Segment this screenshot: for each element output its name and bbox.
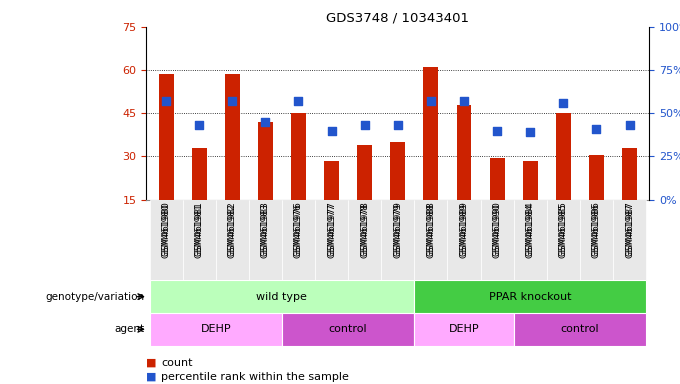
Title: GDS3748 / 10343401: GDS3748 / 10343401 [326,11,469,24]
Text: GSM461989: GSM461989 [460,203,469,258]
Point [591,126,602,132]
Text: GSM461976: GSM461976 [294,203,303,258]
Text: GSM461990: GSM461990 [492,203,502,258]
Bar [523,161,538,200]
Text: GSM461976: GSM461976 [294,201,303,256]
Text: GSM461983: GSM461983 [261,201,270,256]
Bar [390,142,405,200]
Point [426,98,437,104]
Text: GSM461983: GSM461983 [261,203,270,258]
Text: GSM461986: GSM461986 [592,201,601,256]
Bar [622,148,637,200]
Text: GSM461989: GSM461989 [460,201,469,256]
Point [293,98,304,104]
Bar [490,158,505,200]
Text: GSM461987: GSM461987 [625,201,634,256]
Text: GSM461979: GSM461979 [393,203,403,258]
FancyBboxPatch shape [613,200,646,280]
Point [392,122,403,128]
Text: count: count [161,358,192,368]
Bar [158,74,173,200]
Point [624,122,635,128]
Text: GSM461986: GSM461986 [592,203,601,258]
Bar [357,145,372,200]
Text: control: control [560,324,599,334]
FancyBboxPatch shape [481,200,513,280]
Text: control: control [329,324,367,334]
Point [260,119,271,125]
Bar [424,67,439,200]
Text: GSM461979: GSM461979 [393,201,403,256]
Point [359,122,370,128]
Bar [258,122,273,200]
FancyBboxPatch shape [216,200,249,280]
FancyBboxPatch shape [348,200,381,280]
FancyBboxPatch shape [150,280,414,313]
Text: GSM461990: GSM461990 [492,201,502,256]
Text: GSM461988: GSM461988 [426,201,435,256]
Point [227,98,238,104]
Text: GSM461985: GSM461985 [559,203,568,258]
FancyBboxPatch shape [315,200,348,280]
Text: GSM461985: GSM461985 [559,201,568,256]
Text: GSM461977: GSM461977 [327,203,336,258]
Point [194,122,205,128]
Text: GSM461982: GSM461982 [228,203,237,258]
Text: GSM461980: GSM461980 [162,201,171,256]
FancyBboxPatch shape [183,200,216,280]
Text: wild type: wild type [256,291,307,302]
Point [492,127,503,134]
Text: GSM461982: GSM461982 [228,201,237,256]
FancyBboxPatch shape [150,200,183,280]
Text: agent: agent [114,324,145,334]
Text: percentile rank within the sample: percentile rank within the sample [161,372,349,382]
Text: ■: ■ [146,358,160,368]
FancyBboxPatch shape [282,200,315,280]
FancyBboxPatch shape [414,200,447,280]
Text: GSM461988: GSM461988 [426,203,435,258]
Point [326,127,337,134]
FancyBboxPatch shape [414,313,513,346]
FancyBboxPatch shape [547,200,580,280]
Bar [192,148,207,200]
FancyBboxPatch shape [580,200,613,280]
Text: genotype/variation: genotype/variation [46,291,145,302]
Text: DEHP: DEHP [449,324,479,334]
Point [160,98,171,104]
Text: GSM461977: GSM461977 [327,201,336,256]
Text: GSM461980: GSM461980 [162,203,171,258]
Bar [324,161,339,200]
Bar [291,113,306,200]
FancyBboxPatch shape [381,200,414,280]
FancyBboxPatch shape [513,200,547,280]
Text: GSM461978: GSM461978 [360,203,369,258]
FancyBboxPatch shape [150,313,282,346]
Text: GSM461981: GSM461981 [194,201,204,256]
Bar [456,104,471,200]
Point [458,98,469,104]
Text: GSM461984: GSM461984 [526,203,534,258]
Text: GSM461987: GSM461987 [625,203,634,258]
Bar [556,113,571,200]
FancyBboxPatch shape [282,313,414,346]
FancyBboxPatch shape [249,200,282,280]
Text: PPAR knockout: PPAR knockout [489,291,571,302]
FancyBboxPatch shape [414,280,646,313]
Point [558,100,568,106]
FancyBboxPatch shape [447,200,481,280]
Text: DEHP: DEHP [201,324,231,334]
Text: GSM461981: GSM461981 [194,203,204,258]
Point [525,129,536,136]
Bar [589,155,604,200]
Text: ■: ■ [146,372,160,382]
Bar [225,74,240,200]
Text: GSM461978: GSM461978 [360,201,369,256]
Text: GSM461984: GSM461984 [526,201,534,256]
FancyBboxPatch shape [513,313,646,346]
